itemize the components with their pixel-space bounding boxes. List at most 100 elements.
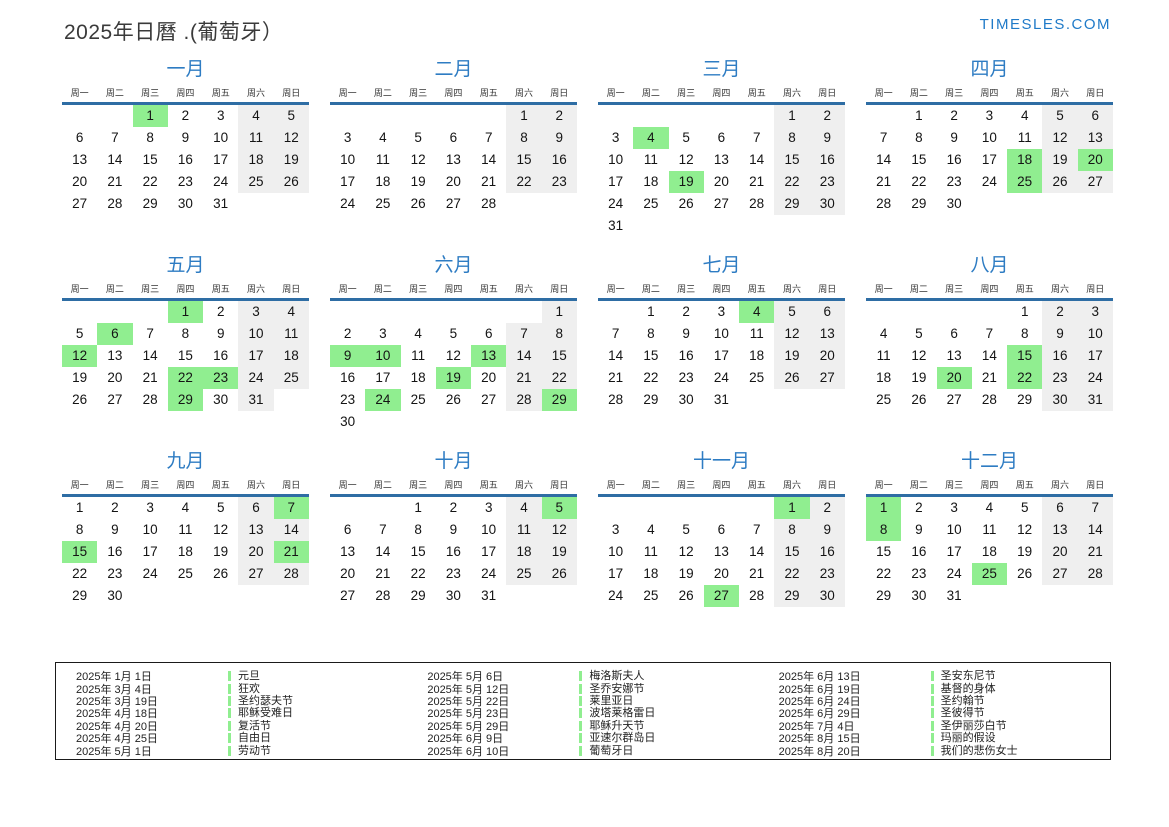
weekday-label: 周六 xyxy=(782,88,801,98)
day-cell: 6 xyxy=(75,130,84,145)
day-cell: 9 xyxy=(330,345,366,367)
day-cell: 26 xyxy=(273,171,309,193)
day-cell: 30 xyxy=(213,392,229,407)
day-cell: 9 xyxy=(181,130,190,145)
day-cell: 11 xyxy=(982,522,997,537)
day-cell: 10 xyxy=(1077,323,1113,345)
day-cell: 21 xyxy=(876,174,892,189)
day-cell: 22 xyxy=(167,367,204,389)
weekday-label: 周日 xyxy=(818,480,837,490)
day-cell: 10 xyxy=(981,130,997,145)
legend-entry: 2025年 3月 4日 狂欢 xyxy=(76,682,407,696)
weekday-label: 周六 xyxy=(1050,480,1069,490)
legend-date: 2025年 6月 10日 xyxy=(427,745,510,758)
day-cell: 4 xyxy=(985,500,994,515)
weekday-label: 周六 xyxy=(1050,88,1069,98)
weekday-label: 周五 xyxy=(1015,284,1034,294)
empty-day-cell xyxy=(506,193,541,215)
day-cell: 27 xyxy=(1042,563,1078,585)
day-cell: 10 xyxy=(340,152,356,167)
legend-holiday-name: 狂欢 xyxy=(228,683,260,694)
month-9: 九月 周一 周二 周三 周四 周五 周六 周日 1 2 3 4 5 6 7 8 9 10 11 12 13 14 15 16 1… xyxy=(62,450,309,646)
day-cell: 12 xyxy=(541,519,577,541)
weekday-label: 周日 xyxy=(818,284,837,294)
day-cell: 10 xyxy=(365,345,401,367)
day-cell: 26 xyxy=(410,196,426,211)
empty-day-cell xyxy=(401,301,436,323)
day-cell: 5 xyxy=(682,522,690,537)
empty-day-cell xyxy=(401,411,436,433)
weekday-label: 周一 xyxy=(606,480,625,490)
day-cell: 24 xyxy=(142,566,158,581)
day-cell: 7 xyxy=(879,130,888,145)
month-11: 十一月 周一 周二 周三 周四 周五 周六 周日 1 2 3 4 5 6 7 8 9 10 11 12 13 14 15 16… xyxy=(598,450,845,646)
day-cell: 9 xyxy=(809,127,845,149)
legend-date: 2025年 1月 1日 xyxy=(76,671,152,684)
legend-holiday-name: 梅洛斯夫人 xyxy=(579,671,644,682)
day-cell: 10 xyxy=(238,323,274,345)
weekday-label: 周四 xyxy=(176,480,195,490)
day-cell: 1 xyxy=(866,497,902,519)
day-cell: 30 xyxy=(809,585,845,607)
empty-day-cell xyxy=(704,215,739,237)
month-5: 五月 周一 周二 周三 周四 周五 周六 周日 1 2 3 4 5 6 7 8 9 10 11 12 13 14 15 16 1… xyxy=(62,254,309,450)
day-cell: 26 xyxy=(445,392,461,407)
day-cell: 16 xyxy=(809,541,845,563)
weekday-header-row: 周一 周二 周三 周四 周五 周六 周日 xyxy=(866,478,1113,497)
weekday-label: 周一 xyxy=(338,284,357,294)
day-cell: 3 xyxy=(985,108,994,123)
day-cell: 23 xyxy=(340,392,356,407)
day-cell: 29 xyxy=(541,389,577,411)
legend-date: 2025年 5月 6日 xyxy=(427,671,504,684)
weekday-label: 周五 xyxy=(479,480,498,490)
weekday-label: 周日 xyxy=(550,480,569,490)
legend-date: 2025年 6月 13日 xyxy=(778,671,861,684)
empty-day-cell xyxy=(330,105,365,127)
weekday-label: 周四 xyxy=(712,88,731,98)
day-cell: 13 xyxy=(1042,519,1078,541)
weekday-label: 周四 xyxy=(444,284,463,294)
weekday-label: 周日 xyxy=(550,88,569,98)
day-cell: 20 xyxy=(713,566,729,581)
day-cell: 27 xyxy=(946,392,962,407)
legend-date: 2025年 7月 4日 xyxy=(778,720,855,733)
day-cell: 14 xyxy=(1077,519,1113,541)
day-cell: 18 xyxy=(876,370,892,385)
empty-day-cell xyxy=(506,411,541,433)
day-cell: 3 xyxy=(950,500,958,515)
empty-day-cell xyxy=(866,105,901,127)
legend-entry: 2025年 5月 22日 莱里亚日 xyxy=(427,695,758,708)
day-cell: 16 xyxy=(177,152,193,167)
weekday-label: 周二 xyxy=(641,480,660,490)
day-cell: 22 xyxy=(142,174,158,189)
weekday-label: 周六 xyxy=(246,284,265,294)
day-cell: 16 xyxy=(911,544,927,559)
day-cell: 10 xyxy=(946,522,962,537)
weekday-label: 周二 xyxy=(105,284,124,294)
empty-day-cell xyxy=(633,105,668,127)
weekday-label: 周五 xyxy=(211,284,230,294)
day-cell: 7 xyxy=(1077,497,1113,519)
day-cell: 12 xyxy=(410,152,426,167)
empty-day-cell xyxy=(62,301,97,323)
legend-holiday-name: 耶稣受难日 xyxy=(228,708,293,719)
empty-day-cell xyxy=(1042,585,1077,607)
day-cell: 18 xyxy=(273,345,309,367)
day-cell: 9 xyxy=(682,326,690,341)
day-cell: 12 xyxy=(1017,522,1033,537)
day-cell: 8 xyxy=(541,323,577,345)
day-cell: 13 xyxy=(72,152,88,167)
day-cell: 6 xyxy=(484,326,493,341)
day-cell: 14 xyxy=(749,152,765,167)
day-cell: 6 xyxy=(717,522,726,537)
month-title: 二月 xyxy=(434,59,473,80)
empty-day-cell xyxy=(436,301,471,323)
weekday-label: 周日 xyxy=(1086,88,1105,98)
brand-link[interactable]: TIMESLES.COM xyxy=(979,16,1111,33)
weekday-label: 周二 xyxy=(641,88,660,98)
day-cell: 19 xyxy=(541,541,577,563)
day-cell: 19 xyxy=(774,345,810,367)
day-cell: 22 xyxy=(876,566,892,581)
day-cell: 29 xyxy=(643,392,659,407)
day-cell: 16 xyxy=(541,149,577,171)
